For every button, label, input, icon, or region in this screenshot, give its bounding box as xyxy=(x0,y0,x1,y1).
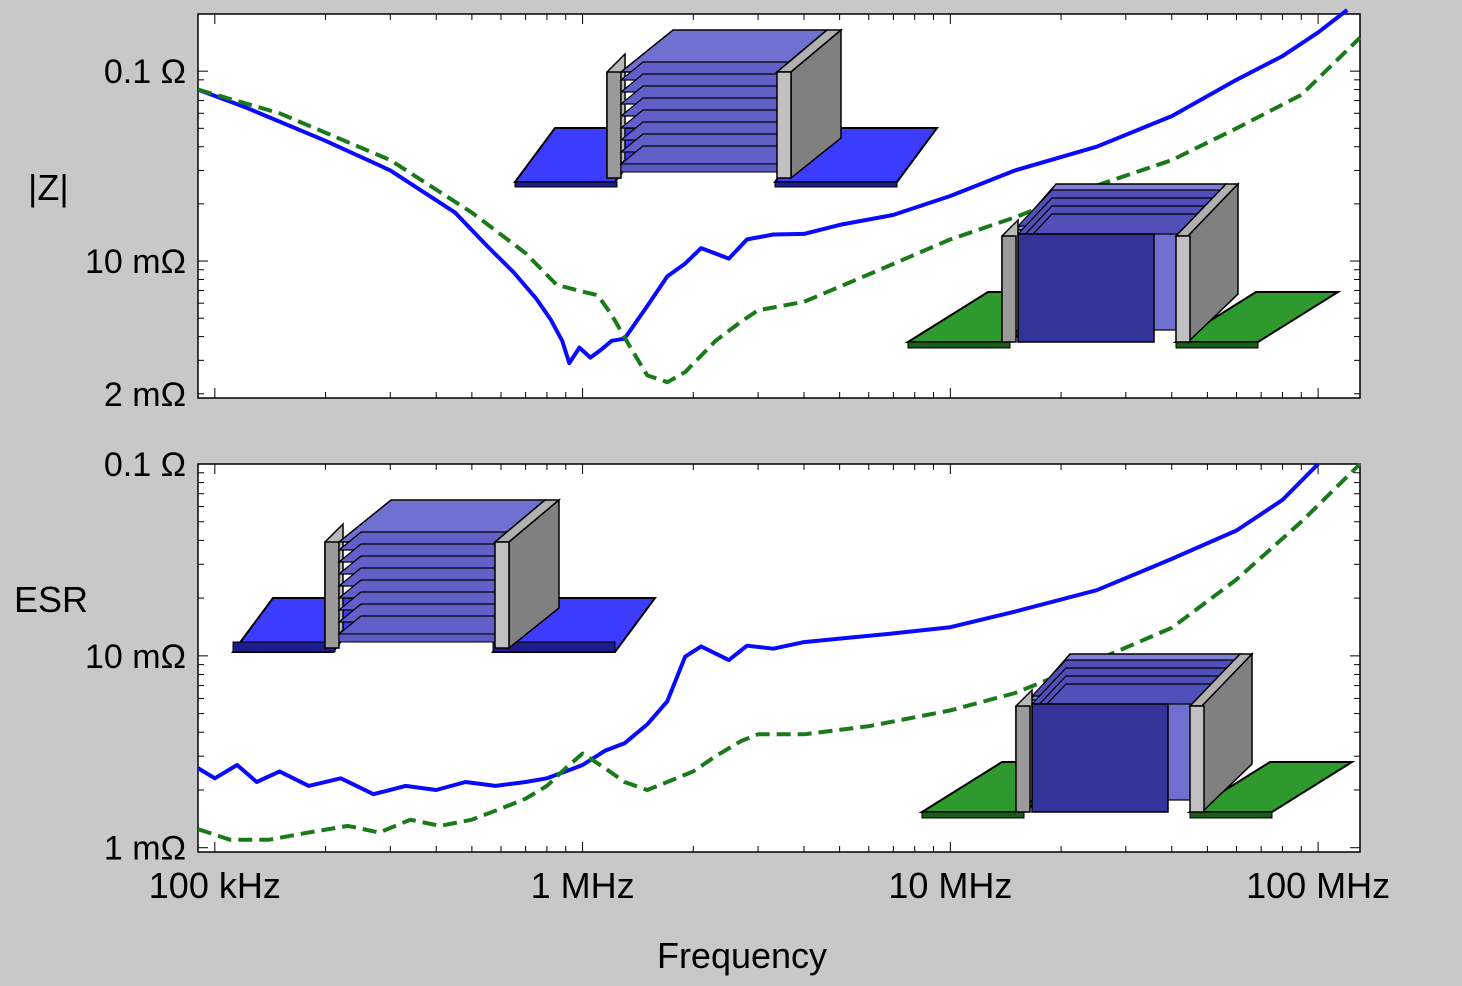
mlcc-rotated-icon xyxy=(904,182,1342,349)
mlcc-standard-icon xyxy=(231,498,657,653)
mlcc-rotated-icon xyxy=(918,652,1356,819)
blue-solid-series xyxy=(198,462,1320,797)
bottom-ylabel: ESR xyxy=(14,579,88,620)
y-tick-label: 0.1 Ω xyxy=(104,53,186,91)
blue-solid-series xyxy=(198,8,1349,366)
y-tick-label: 1 mΩ xyxy=(104,830,186,868)
y-tick-label: 2 mΩ xyxy=(104,376,186,414)
x-tick-label: 10 MHz xyxy=(888,865,1012,906)
y-tick-label: 10 mΩ xyxy=(85,243,186,281)
green-dashed-series xyxy=(198,36,1362,385)
x-tick-label: 100 MHz xyxy=(1246,865,1390,906)
y-tick-label: 0.1 Ω xyxy=(104,446,186,484)
x-tick-label: 100 kHz xyxy=(149,865,281,906)
green-dashed-series xyxy=(198,462,1362,842)
y-tick-label: 10 mΩ xyxy=(85,638,186,676)
top-ylabel: |Z| xyxy=(28,167,69,208)
mlcc-standard-icon xyxy=(513,28,939,188)
x-tick-label: 1 MHz xyxy=(531,865,635,906)
x-axis-label: Frequency xyxy=(657,935,827,976)
